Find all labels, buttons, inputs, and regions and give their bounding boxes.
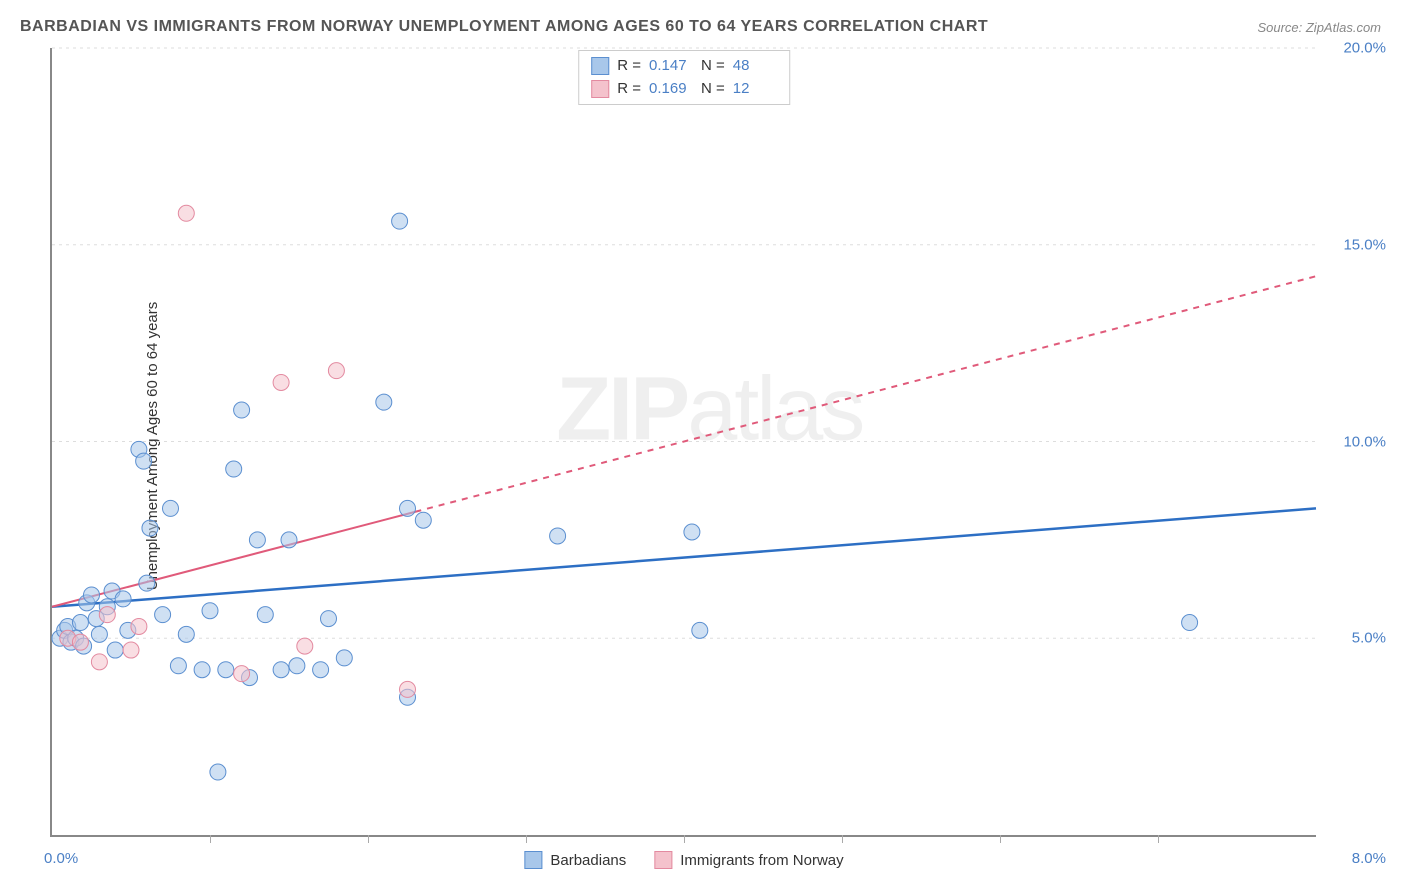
x-axis-max-label: 8.0% [1352, 850, 1386, 867]
legend-item: Immigrants from Norway [654, 851, 843, 869]
legend-item: Barbadians [524, 851, 626, 869]
legend-swatch [654, 851, 672, 869]
x-tick [1000, 835, 1001, 843]
stat-label: R = [617, 78, 641, 101]
stat-label: N = [701, 78, 725, 101]
source-attribution: Source: ZipAtlas.com [1257, 20, 1381, 35]
stat-n-value: 48 [733, 55, 777, 78]
x-tick [842, 835, 843, 843]
y-tick-label: 20.0% [1343, 40, 1386, 57]
x-tick [368, 835, 369, 843]
series-swatch [591, 57, 609, 75]
y-tick-label: 15.0% [1343, 236, 1386, 253]
stat-n-value: 12 [733, 78, 777, 101]
stat-r-value: 0.147 [649, 55, 693, 78]
scatter-svg [52, 48, 1316, 835]
chart-plot-area: ZIPatlas R = 0.147 N = 48 R = 0.169 N = … [50, 48, 1316, 837]
x-tick [210, 835, 211, 843]
legend-label: Immigrants from Norway [680, 852, 843, 869]
legend-swatch [524, 851, 542, 869]
stats-row: R = 0.169 N = 12 [591, 78, 777, 101]
correlation-stats-box: R = 0.147 N = 48 R = 0.169 N = 12 [578, 50, 790, 105]
y-tick-label: 5.0% [1352, 630, 1386, 647]
x-axis-min-label: 0.0% [44, 850, 78, 867]
y-tick-label: 10.0% [1343, 433, 1386, 450]
stat-label: N = [701, 55, 725, 78]
x-tick [1158, 835, 1159, 843]
x-tick [526, 835, 527, 843]
chart-title: BARBADIAN VS IMMIGRANTS FROM NORWAY UNEM… [20, 18, 988, 36]
stat-label: R = [617, 55, 641, 78]
stats-row: R = 0.147 N = 48 [591, 55, 777, 78]
series-swatch [591, 80, 609, 98]
legend-label: Barbadians [550, 852, 626, 869]
x-tick [684, 835, 685, 843]
bottom-legend: Barbadians Immigrants from Norway [524, 851, 843, 869]
stat-r-value: 0.169 [649, 78, 693, 101]
